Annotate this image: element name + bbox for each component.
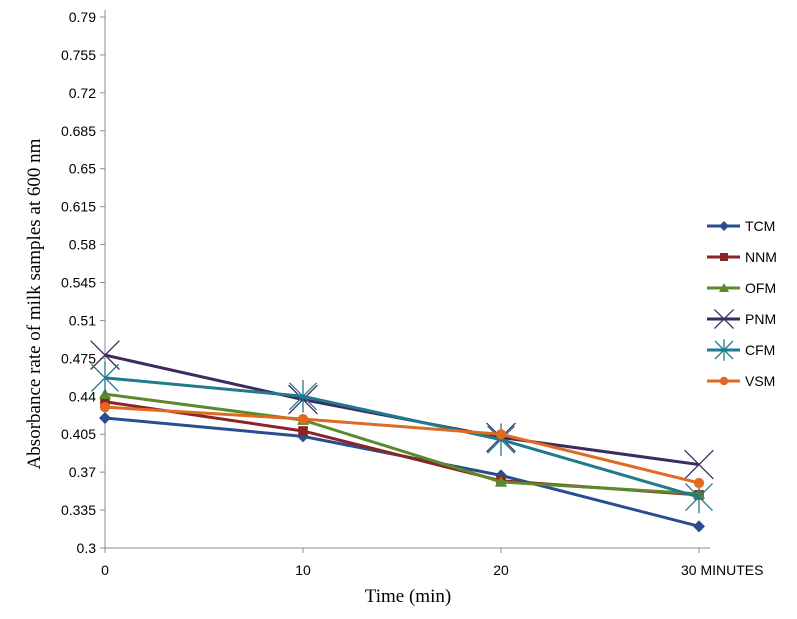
data-point-nnm [100, 396, 110, 407]
legend: TCM NNM OFM PNM CFM VSM [707, 218, 777, 389]
data-point-cfm [487, 423, 515, 456]
data-point-pnm [90, 340, 120, 370]
legend-item-cfm: CFM [707, 339, 775, 361]
series-line-cfm [104, 376, 700, 499]
data-point-vsm [99, 402, 111, 413]
y-axis-ticks: 0.79 0.755 0.72 0.685 0.65 0.615 0.58 0.545 0.51… [61, 9, 105, 556]
series-line-vsm [104, 405, 700, 485]
y-axis-title: Absorbance rate of milk samples at 600 n… [24, 138, 45, 469]
legend-item-tcm: TCM [707, 218, 775, 234]
data-point-vsm [693, 477, 705, 489]
series-line-pnm [104, 353, 700, 467]
legend-marker [719, 221, 729, 231]
y-tick-label: 0.51 [69, 312, 96, 328]
data-point-tcm [99, 411, 111, 424]
legend-marker [719, 376, 729, 386]
y-tick-label: 0.405 [61, 426, 96, 442]
y-tick-label: 0.3 [77, 540, 97, 556]
y-tick-label: 0.65 [69, 161, 96, 177]
y-tick-label: 0.79 [69, 9, 96, 25]
y-tick-label: 0.475 [61, 350, 96, 366]
legend-marker [714, 339, 734, 361]
series-cfm [91, 361, 713, 514]
legend-item-vsm: VSM [707, 373, 775, 389]
y-tick-label: 0.545 [61, 275, 96, 291]
data-point-pnm [684, 449, 714, 480]
legend-label: TCM [745, 218, 775, 234]
series-layer [90, 340, 714, 533]
series-line-ofm [104, 392, 700, 496]
y-tick-label: 0.44 [69, 388, 96, 404]
data-point-nnm [298, 426, 308, 436]
data-point-cfm [289, 380, 317, 413]
data-point-tcm [693, 520, 705, 533]
y-tick-label: 0.755 [61, 47, 96, 63]
y-tick-label: 0.685 [61, 123, 96, 139]
series-ofm [99, 388, 705, 499]
data-point-vsm [297, 413, 309, 425]
y-tick-label: 0.58 [69, 237, 96, 253]
legend-label: NNM [745, 249, 777, 265]
data-point-ofm [495, 475, 507, 487]
y-tick-label: 0.72 [69, 85, 96, 101]
series-line-nnm [104, 400, 700, 497]
legend-label: CFM [745, 342, 775, 358]
data-point-vsm [495, 429, 507, 440]
legend-label: VSM [745, 373, 775, 389]
y-tick-label: 0.335 [61, 502, 96, 518]
legend-label: PNM [745, 311, 776, 327]
legend-marker [719, 283, 729, 292]
y-tick-label: 0.37 [69, 464, 96, 480]
legend-label: OFM [745, 280, 776, 296]
series-pnm [90, 340, 714, 480]
legend-item-pnm: PNM [707, 308, 776, 330]
x-tick-label: 0 [101, 562, 109, 578]
x-tick-label: 20 [493, 562, 509, 578]
x-axis-title: Time (min) [365, 586, 451, 607]
x-tick-label: 30 MINUTES [681, 562, 763, 578]
legend-item-nnm: NNM [707, 249, 777, 265]
series-vsm [99, 402, 705, 489]
x-axis-ticks: 0 10 20 30 MINUTES [101, 548, 763, 578]
y-tick-label: 0.615 [61, 199, 96, 215]
data-point-cfm [91, 361, 119, 395]
legend-marker [720, 253, 728, 261]
legend-marker [713, 308, 735, 330]
x-tick-label: 10 [295, 562, 311, 578]
legend-item-ofm: OFM [707, 280, 776, 296]
